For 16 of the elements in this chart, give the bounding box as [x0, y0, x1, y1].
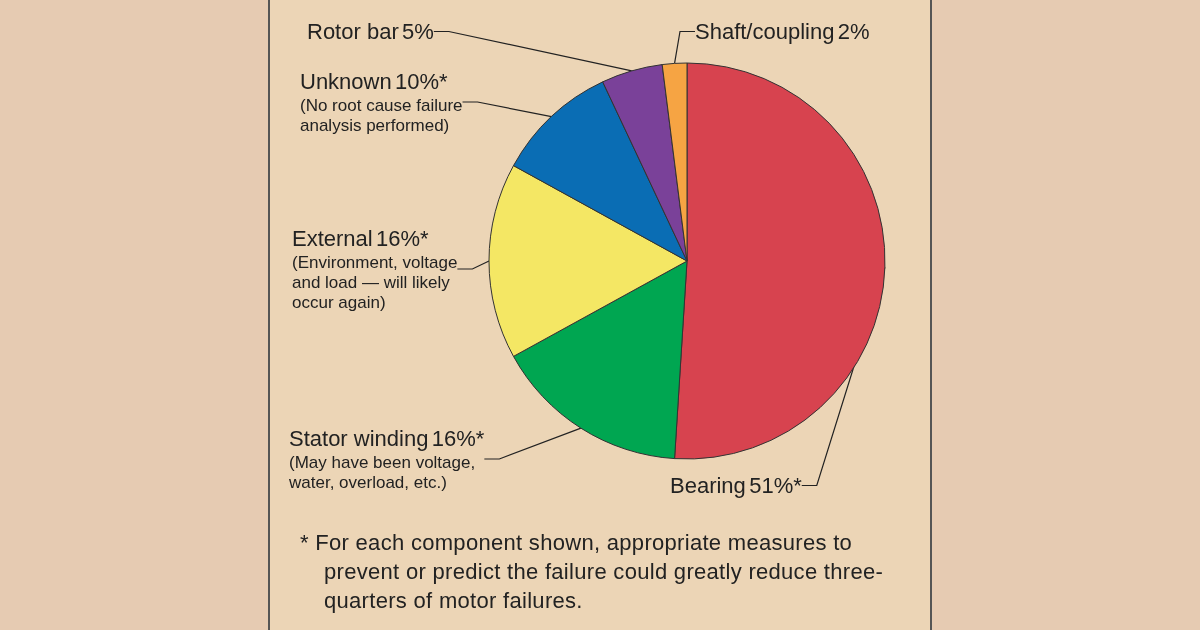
slice-label: Shaft/coupling	[695, 19, 835, 44]
slice-label: Rotor bar	[307, 19, 399, 44]
text: (Environment, voltage and load — will likely occur again)	[292, 252, 458, 312]
slice-label: External	[292, 226, 373, 251]
data-label: 5%	[402, 19, 434, 44]
data-label: 2%	[837, 19, 870, 44]
slice-label: Stator winding	[289, 426, 429, 451]
slice-label: Unknown	[300, 69, 392, 94]
slice-label: Bearing	[670, 473, 746, 498]
data-label: 10%*	[395, 69, 449, 94]
data-label: 16%*	[431, 426, 485, 451]
text: (No root cause failure analysis performed)	[300, 95, 463, 135]
data-label: 16%*	[376, 226, 430, 251]
text: (May have been voltage, water, overload, etc.)	[289, 452, 476, 492]
data-label: 51%*	[749, 473, 803, 498]
text: * For each component shown, appropriate measures to prevent or predict the failure could greatly reduce three-quarters of motor failures.	[300, 529, 885, 615]
